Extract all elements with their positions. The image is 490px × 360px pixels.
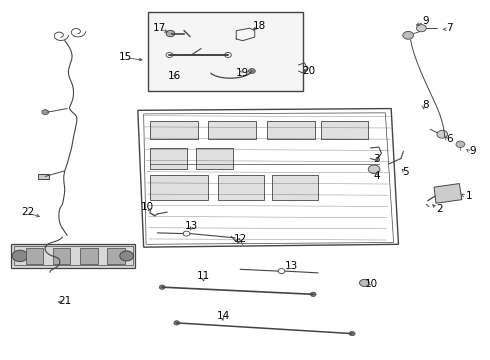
Bar [196,148,233,168]
Bar [14,247,133,265]
Text: 10: 10 [365,279,378,289]
Circle shape [416,24,426,32]
Text: 16: 16 [168,71,181,81]
Text: 18: 18 [253,21,266,31]
Text: 2: 2 [437,203,443,213]
Bar [218,175,265,200]
Bar [26,248,43,264]
Bar [150,175,208,200]
Bar [150,148,187,168]
Bar [272,175,318,200]
Circle shape [174,321,180,325]
Circle shape [310,292,316,296]
Circle shape [437,130,448,138]
Bar [208,121,256,139]
Text: 10: 10 [141,202,154,212]
Bar [38,174,49,179]
Text: 19: 19 [236,68,249,78]
Text: 20: 20 [302,66,315,76]
Text: 14: 14 [217,311,230,321]
Bar [53,248,71,264]
Circle shape [360,279,369,287]
Text: 3: 3 [373,154,380,163]
Text: 9: 9 [422,16,429,26]
Circle shape [120,251,133,261]
Circle shape [248,68,255,73]
Circle shape [159,285,165,289]
Text: 13: 13 [185,221,198,231]
Text: 9: 9 [470,146,476,156]
Text: 1: 1 [466,191,472,201]
Text: 13: 13 [285,261,298,271]
Circle shape [368,165,380,174]
Bar [107,248,124,264]
Polygon shape [434,184,462,203]
Bar [320,121,368,139]
Bar [150,121,198,139]
Circle shape [42,110,49,114]
Text: 17: 17 [153,23,167,33]
Text: 6: 6 [446,134,453,144]
Circle shape [456,141,465,148]
Circle shape [349,332,355,336]
Text: 12: 12 [234,234,247,244]
Circle shape [166,30,175,37]
Bar [11,244,135,267]
Text: 15: 15 [119,52,132,62]
Text: 11: 11 [197,271,210,282]
Text: 4: 4 [373,171,380,181]
Bar [80,248,98,264]
Text: 5: 5 [402,167,409,177]
Bar [147,12,303,91]
Text: 8: 8 [422,100,429,110]
Text: 21: 21 [58,296,72,306]
Circle shape [403,31,414,39]
Text: 22: 22 [22,207,35,217]
Circle shape [12,250,28,262]
Bar [267,121,315,139]
Text: 7: 7 [446,23,453,33]
